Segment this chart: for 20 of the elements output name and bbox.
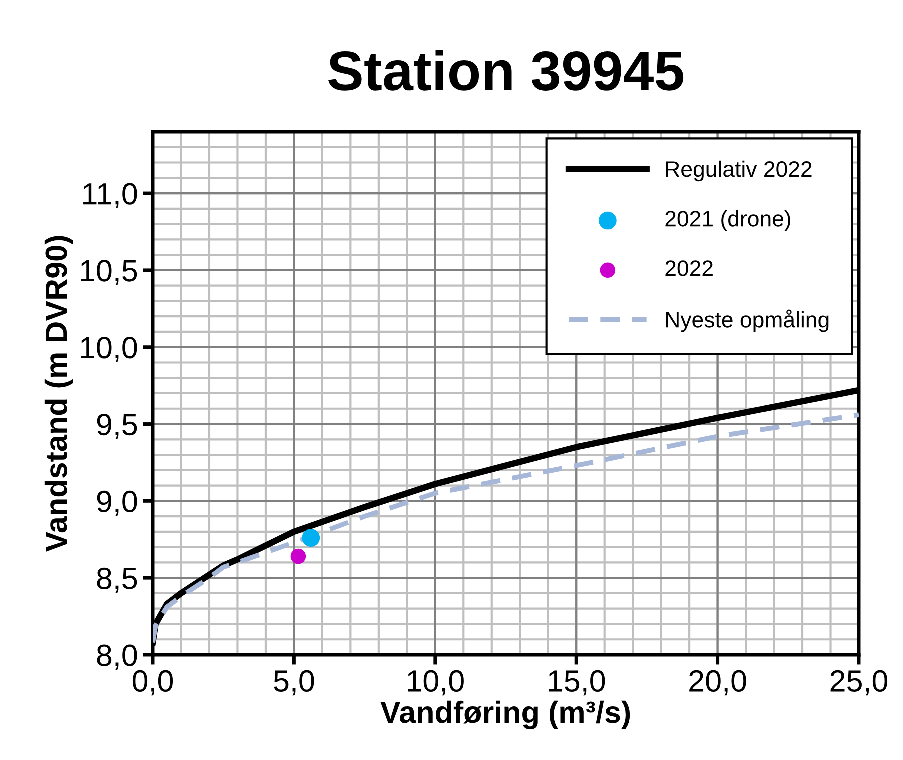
y-tick-label: 9,0	[97, 490, 138, 516]
x-axis-title: Vandføring (m³/s)	[380, 700, 630, 730]
x-tick-label: 15,0	[549, 670, 606, 696]
legend-label: 2021 (drone)	[666, 210, 790, 232]
y-axis-title: Vandstand (m DVR90)	[44, 236, 74, 552]
legend-label: Nyeste opmåling	[666, 310, 829, 332]
y-tick-label: 8,5	[97, 568, 138, 594]
y-tick-label: 9,5	[97, 414, 138, 440]
y-tick-label: 11,0	[84, 183, 138, 209]
x-tick-label: 0,0	[132, 670, 174, 696]
y-tick-label: 10,5	[81, 260, 138, 286]
y-tick-label: 8,0	[97, 644, 138, 670]
legend-label: 2022	[666, 260, 713, 276]
x-tick-label: 10,0	[408, 670, 464, 696]
legend-label: Regulativ 2022	[666, 160, 812, 182]
x-tick-label: 20,0	[690, 670, 746, 696]
x-tick-label: 25,0	[830, 670, 888, 696]
x-tick-label: 5,0	[274, 670, 314, 696]
y-tick-label: 10,0	[81, 337, 138, 362]
chart-title: Station 39945	[328, 50, 684, 91]
